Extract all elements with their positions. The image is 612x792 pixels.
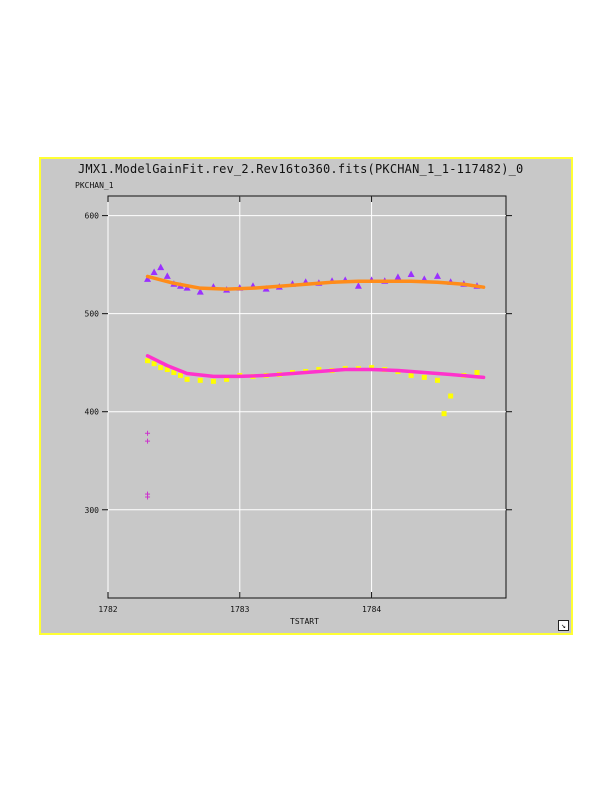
y-axis-label: PKCHAN_1 [75,181,114,190]
plot-svg[interactable]: 1782 1783 1784 300 400 500 600 [41,159,571,633]
resize-arrow-icon[interactable]: ↘ [558,620,569,631]
data-point-square [369,365,375,371]
data-point-triangle [144,275,152,282]
y-tick-label: 300 [85,506,100,515]
data-point-plus [145,438,151,444]
plot-area [107,195,507,599]
data-point-square [184,376,190,382]
data-point-square [224,376,230,382]
data-point-triangle [163,272,171,279]
data-point-triangle [150,268,158,275]
y-tick-label: 600 [85,212,100,221]
data-point-plus [145,494,151,500]
plot-window: JMX1.ModelGainFit.rev_2.Rev16to360.fits(… [39,157,573,635]
data-point-square [197,377,203,383]
data-point-square [316,367,322,373]
data-layer [144,263,486,500]
y-tick-label: 500 [85,310,100,319]
window-title: JMX1.ModelGainFit.rev_2.Rev16to360.fits(… [78,162,524,176]
data-point-square [434,377,440,383]
x-axis-label: TSTART [290,617,319,626]
data-point-triangle [407,270,415,277]
data-point-square [448,393,454,399]
data-point-square [145,358,151,364]
data-point-square [177,372,183,378]
data-point-plus [145,430,151,436]
x-tick-label: 1784 [362,605,381,614]
grid-layer [107,196,506,598]
data-point-square [210,378,216,384]
x-tick-label: 1783 [230,605,249,614]
data-point-triangle [196,288,204,295]
y-tick-label: 400 [85,408,100,417]
data-point-square [408,372,414,378]
fit-line [145,354,486,380]
fit-line [145,274,486,291]
data-point-square [151,361,157,367]
data-point-square [171,369,177,375]
data-point-triangle [433,272,441,279]
data-point-square [158,365,164,371]
data-point-square [441,411,447,417]
data-point-square [474,369,480,375]
data-point-square [164,367,170,373]
x-tick-label: 1782 [98,605,117,614]
data-point-square [421,374,427,380]
data-point-triangle [394,273,402,280]
data-point-triangle [157,263,165,271]
data-point-triangle [354,282,362,289]
tick-layer: 1782 1783 1784 300 400 500 600 [85,196,512,614]
